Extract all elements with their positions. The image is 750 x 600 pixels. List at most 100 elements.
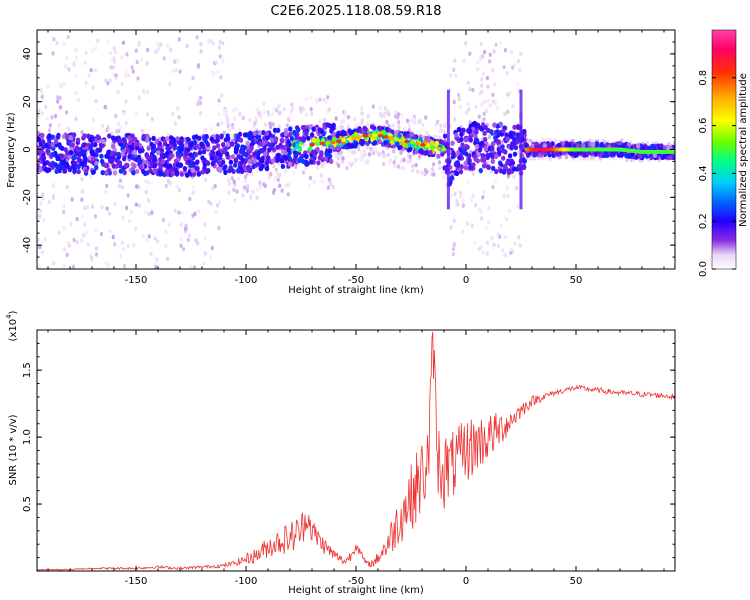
spectrogram-speckle (487, 220, 491, 225)
spectrogram-speckle (135, 184, 139, 189)
spectrogram-ridge-cell (314, 142, 320, 146)
spectrogram-speckle (62, 226, 66, 231)
snr-y-multiplier-exponent: 4 (5, 314, 13, 319)
spectrogram-speckle (236, 176, 241, 181)
spectrogram-speckle (254, 115, 258, 121)
spectrogram-speckle (437, 160, 442, 165)
spectrogram-band-cell (522, 158, 527, 164)
spectrogram-speckle (357, 146, 361, 151)
spectrogram-band-cell (424, 135, 429, 141)
spectrogram-band-cell (498, 168, 503, 174)
spectrogram-band-cell (467, 157, 472, 163)
spectrogram-speckle (80, 177, 84, 182)
spectrogram-band-cell (521, 163, 527, 169)
spectrogram-band-cell (117, 160, 123, 166)
spectrogram-band-cell (264, 130, 270, 137)
spectrogram-band-cell (556, 142, 561, 149)
spectrogram-band-cell (146, 145, 151, 151)
spectrogram-speckle (434, 134, 438, 140)
spectrogram-band-cell (320, 137, 326, 143)
spectrogram-speckle (80, 189, 84, 194)
spectrogram-band-cell (275, 127, 281, 133)
spectrogram-speckle (120, 55, 124, 60)
spectrogram-band-cell (309, 132, 315, 138)
spectrogram-band-cell (223, 146, 228, 152)
spectrogram-band-cell (288, 126, 293, 132)
colorbar-label: Normalized spectral amplitude (738, 73, 749, 227)
spectrogram-band-cell (116, 151, 121, 157)
spectrogram-speckle (182, 247, 186, 252)
spectrogram-band-cell (196, 171, 201, 177)
spectrogram-speckle (141, 234, 145, 239)
spectrogram-speckle (217, 225, 221, 231)
spectrogram-band-cell (283, 131, 289, 137)
spectrogram-band-cell (402, 131, 408, 137)
colorbar: 0.0 0.2 0.4 0.6 0.8 Normalized spectral ampl… (698, 29, 749, 277)
spectrogram-band-cell (149, 160, 154, 167)
spectrogram-band-cell (253, 151, 258, 157)
spectrogram-speckle (397, 124, 401, 130)
spectrogram-band-cell (646, 146, 652, 152)
spectrogram-band-cell (145, 137, 150, 143)
spectrogram-speckle (258, 180, 262, 186)
spectrogram-speckle (518, 67, 522, 73)
spectrogram-speckle (67, 241, 71, 246)
spectrogram-speckle (185, 43, 189, 49)
spectrogram-band-cell (545, 141, 551, 147)
spectrogram-speckle (162, 56, 166, 61)
spectrogram-band-cell (302, 124, 307, 131)
spectrogram-speckle (482, 117, 486, 122)
spectrogram-speckle (392, 160, 396, 165)
spectrogram-speckle (518, 243, 522, 248)
spectrogram-speckle (203, 222, 207, 227)
spectrogram-speckle (517, 235, 521, 240)
spectrogram-band-cell (258, 141, 263, 147)
spectrogram-speckle (402, 166, 406, 171)
spectrogram-ridge-cell (362, 133, 368, 138)
spectrogram-band-cell (474, 143, 480, 150)
spectrogram-speckle (481, 71, 485, 76)
spectrogram-speckle (43, 237, 48, 242)
spectrogram-speckle (74, 73, 78, 79)
spectrogram-speckle (254, 119, 258, 124)
spectrogram-speckle (380, 113, 384, 118)
spectrogram-speckle (62, 81, 66, 87)
spectrogram-speckle (63, 247, 67, 252)
spectrogram-speckle (425, 130, 429, 135)
spectrogram-speckle (322, 117, 327, 123)
spectrogram-band-cell (210, 160, 216, 167)
spectrogram-speckle (452, 100, 456, 105)
spectrogram-band-cell (55, 134, 61, 140)
spectrogram-speckle (245, 188, 249, 193)
spectrogram-band-cell (307, 146, 313, 152)
spectrogram-band-cell (215, 143, 221, 149)
x-tick-label: 50 (570, 275, 583, 286)
spectrogram-speckle (264, 122, 268, 127)
spectrogram-speckle (154, 49, 158, 55)
spectrogram-band-cell (165, 150, 170, 156)
spectrogram-speckle (222, 130, 226, 136)
spectrogram-speckle (213, 184, 217, 189)
spectrogram-band-cell (131, 170, 136, 176)
spectrogram-band-cell (194, 166, 200, 172)
spectrogram-band-cell (378, 126, 383, 132)
spectrogram-speckle (50, 115, 54, 120)
spectrogram-speckle (252, 124, 256, 130)
spectrogram-speckle (155, 257, 159, 262)
spectrogram-band-cell (37, 162, 40, 169)
spectrogram-band-cell (280, 138, 285, 144)
spectrogram-band-cell (575, 143, 580, 149)
spectrogram-speckle (152, 272, 155, 276)
spectrogram-speckle (66, 35, 70, 40)
spectrogram-speckle (484, 226, 488, 231)
spectrogram-band-cell (383, 140, 388, 146)
spectrogram-speckle (146, 47, 150, 53)
spectrogram-speckle (118, 178, 123, 183)
spectrogram-speckle (411, 168, 415, 173)
spectrogram-speckle (108, 50, 112, 56)
spectrogram-band-cell (62, 168, 68, 174)
spectrogram-band-cell (561, 150, 566, 156)
spectrogram-marks (37, 35, 675, 276)
spectrogram-band-cell (47, 133, 52, 139)
spectrogram-speckle (147, 234, 151, 239)
